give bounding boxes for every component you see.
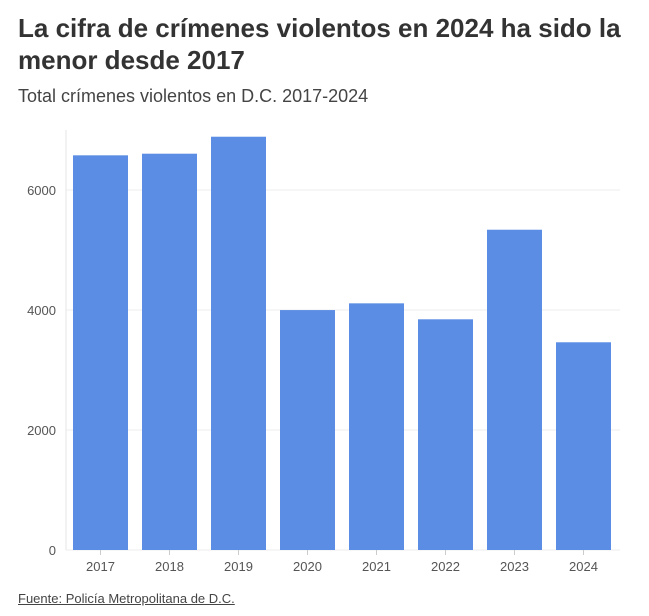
source-link[interactable]: Fuente: Policía Metropolitana de D.C. [18,591,235,606]
x-tick-label: 2022 [431,559,460,574]
bar-2018 [142,153,197,550]
bar-2017 [73,155,128,550]
bar-2022 [418,319,473,550]
y-tick-label: 0 [49,543,56,558]
bar-2024 [556,342,611,550]
x-tick-label: 2020 [293,559,322,574]
chart-subtitle: Total crímenes violentos en D.C. 2017-20… [18,86,369,106]
chart-title: La cifra de crímenes violentos en 2024 h… [18,13,621,75]
bar-2020 [280,310,335,550]
y-tick-label: 6000 [27,183,56,198]
x-tick-label: 2024 [569,559,598,574]
y-tick-label: 2000 [27,423,56,438]
bar-2021 [349,303,404,550]
x-tick-label: 2018 [155,559,184,574]
bar-2023 [487,229,542,550]
x-tick-label: 2019 [224,559,253,574]
x-tick-label: 2021 [362,559,391,574]
y-tick-label: 4000 [27,303,56,318]
bar-2019 [211,136,266,550]
x-tick-label: 2017 [86,559,115,574]
x-tick-label: 2023 [500,559,529,574]
